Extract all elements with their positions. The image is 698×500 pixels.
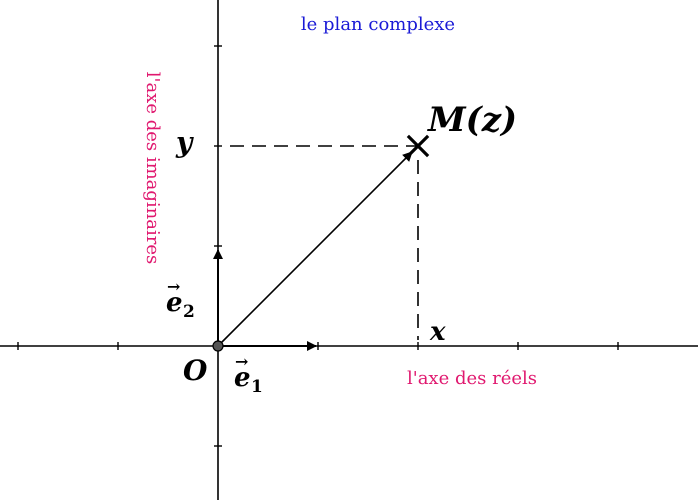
- x-coordinate-label: x: [429, 317, 446, 347]
- point-m-label: M(z): [427, 100, 517, 140]
- point-m-marker: [406, 134, 430, 158]
- unit-vector-e2-label: → e 2: [166, 277, 195, 322]
- real-axis-ticks: [17, 342, 619, 350]
- imaginary-axis-label: l'axe des imaginaires: [142, 72, 163, 265]
- e1-arrow-glyph: →: [235, 352, 248, 371]
- real-axis-label: l'axe des réels: [407, 368, 537, 389]
- diagram-title: le plan complexe: [301, 14, 455, 35]
- e2-index: 2: [183, 302, 195, 322]
- e1-index: 1: [251, 377, 263, 397]
- y-coordinate-label: y: [175, 126, 194, 159]
- vector-om: [217, 151, 413, 347]
- unit-vector-e1-label: → e 1: [234, 352, 263, 397]
- e2-arrow-glyph: →: [167, 277, 180, 296]
- origin-point: [212, 340, 224, 352]
- imaginary-axis-ticks: [214, 45, 222, 447]
- origin-label: O: [183, 354, 208, 387]
- e2-letter: e: [166, 288, 183, 318]
- e1-letter: e: [234, 363, 251, 393]
